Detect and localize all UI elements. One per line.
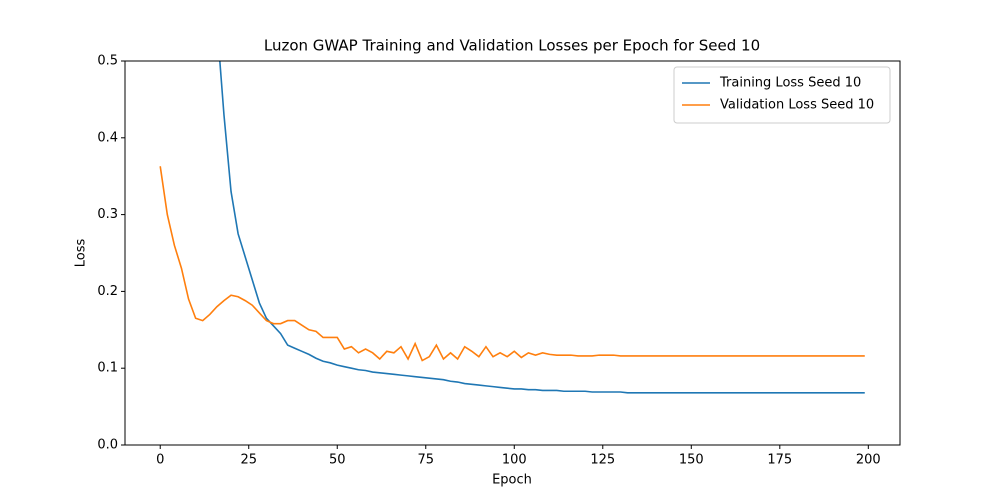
legend-label: Training Loss Seed 10 [719,76,861,91]
legend-box [673,66,891,124]
x-axis-label: Epoch [492,473,532,488]
y-axis-label: Loss [74,239,89,268]
y-tick-label: 0.0 [97,438,118,453]
y-tick-label: 0.4 [97,130,118,145]
y-tick-label: 0.2 [97,284,118,299]
legend-label: Validation Loss Seed 10 [720,98,874,113]
x-tick-label: 100 [502,453,527,468]
x-tick-label: 75 [417,453,434,468]
x-tick-label: 50 [329,453,346,468]
x-tick-label: 200 [856,453,881,468]
x-tick-label: 25 [240,453,257,468]
x-tick-label: 175 [767,453,792,468]
chart-title: Luzon GWAP Training and Validation Losse… [264,37,760,55]
line-series [219,61,865,394]
x-tick-label: 150 [679,453,704,468]
plot-area [159,61,865,394]
x-tick-label: 125 [590,453,615,468]
y-tick-label: 0.5 [97,54,118,69]
axes-frame [124,60,901,446]
y-tick-label: 0.3 [97,207,118,222]
x-tick-label: 0 [156,453,164,468]
line-series [159,166,865,362]
y-tick-label: 0.1 [97,361,118,376]
